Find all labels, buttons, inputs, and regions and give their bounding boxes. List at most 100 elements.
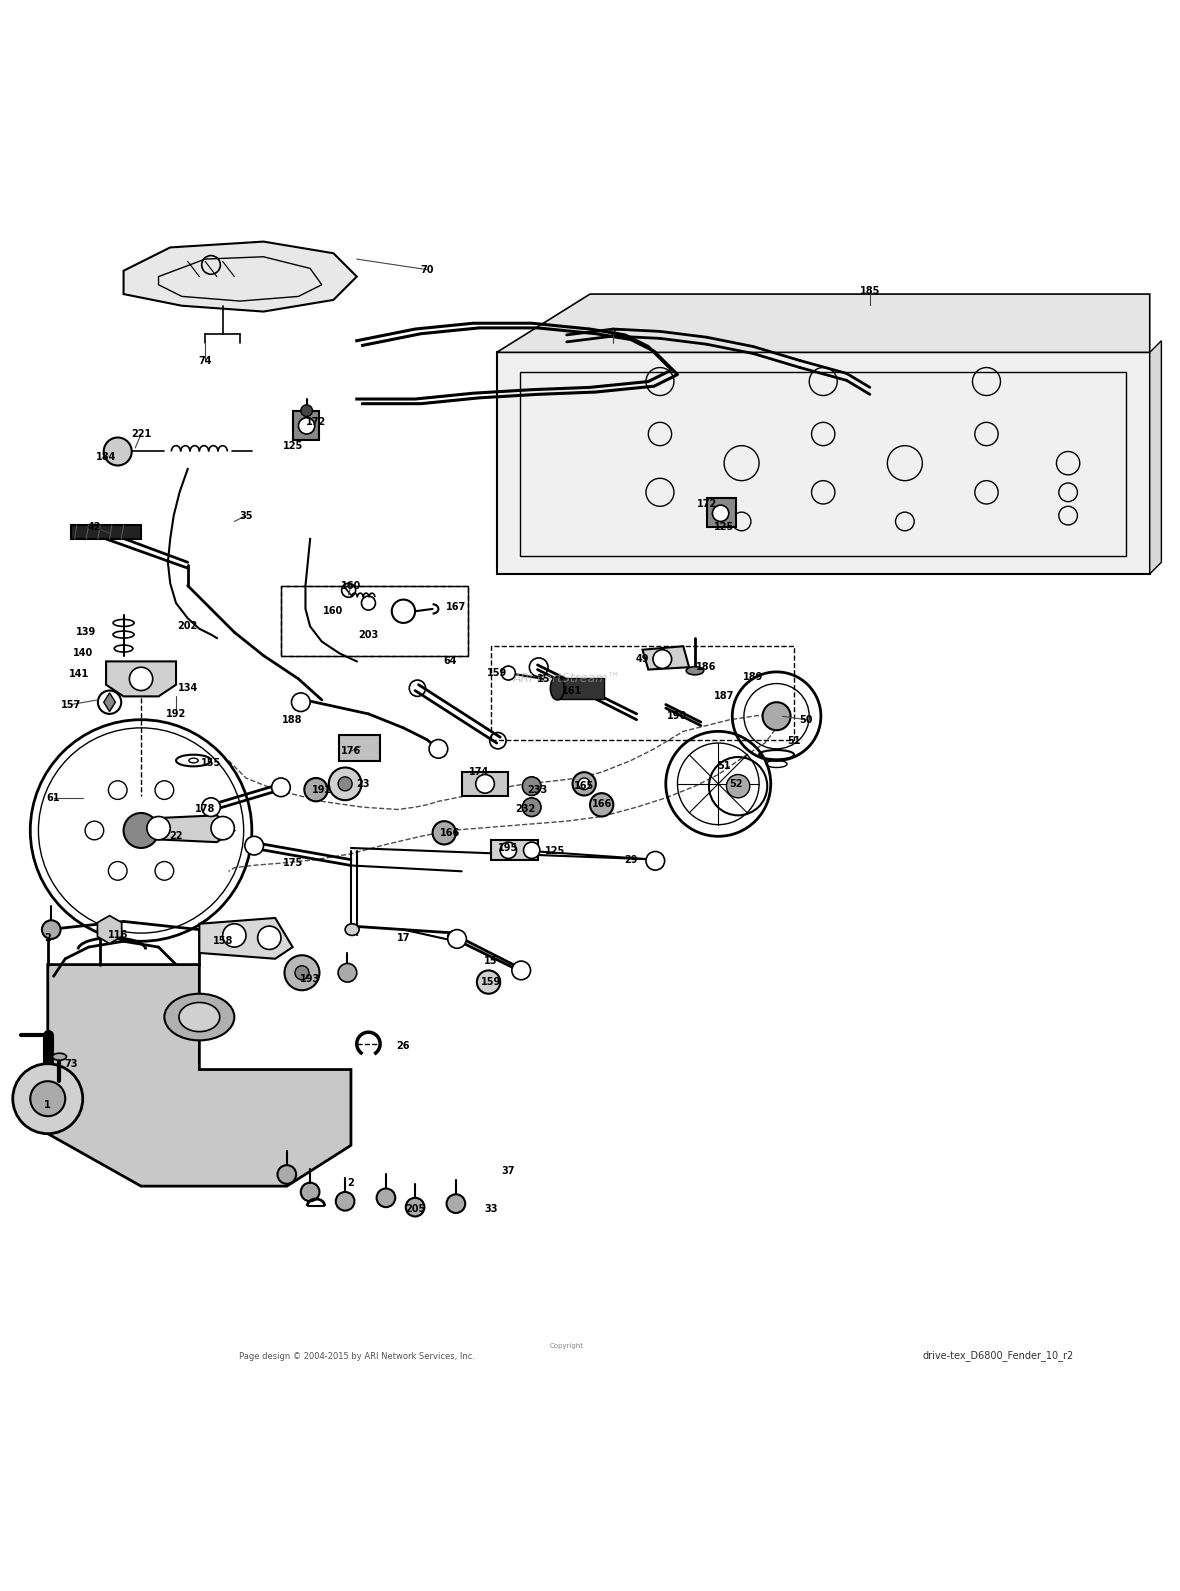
Text: 172: 172 xyxy=(306,417,326,428)
Text: 125: 125 xyxy=(545,846,565,856)
Text: 186: 186 xyxy=(696,662,716,673)
Text: 35: 35 xyxy=(240,511,253,520)
Text: 174: 174 xyxy=(470,767,490,776)
Text: 166: 166 xyxy=(440,827,460,838)
Text: 166: 166 xyxy=(591,799,611,808)
Text: drive-tex_D6800_Fender_10_r2: drive-tex_D6800_Fender_10_r2 xyxy=(923,1351,1074,1360)
Text: 159: 159 xyxy=(480,977,502,986)
Text: 159: 159 xyxy=(486,668,507,678)
Circle shape xyxy=(376,1188,395,1208)
Text: 185: 185 xyxy=(860,285,880,296)
Text: 141: 141 xyxy=(70,670,90,679)
Circle shape xyxy=(31,1082,65,1117)
Text: 139: 139 xyxy=(77,627,97,638)
Circle shape xyxy=(523,776,540,796)
Circle shape xyxy=(13,1064,83,1134)
Text: 160: 160 xyxy=(341,581,361,590)
Text: 190: 190 xyxy=(668,711,688,721)
Text: 160: 160 xyxy=(323,606,343,616)
Text: 167: 167 xyxy=(446,601,466,611)
Circle shape xyxy=(301,404,313,417)
Text: 29: 29 xyxy=(624,854,637,864)
Circle shape xyxy=(430,740,447,759)
Text: 192: 192 xyxy=(312,784,332,794)
Ellipse shape xyxy=(52,1053,66,1060)
Text: 15: 15 xyxy=(484,956,498,966)
Ellipse shape xyxy=(345,924,359,936)
Text: 33: 33 xyxy=(484,1204,498,1214)
Text: 51: 51 xyxy=(787,735,801,746)
Text: 176: 176 xyxy=(341,746,361,756)
Text: 203: 203 xyxy=(359,630,379,640)
Text: 192: 192 xyxy=(166,710,186,719)
Text: 205: 205 xyxy=(405,1204,425,1214)
Text: 178: 178 xyxy=(195,805,216,815)
Circle shape xyxy=(304,778,328,802)
Circle shape xyxy=(42,920,60,939)
Polygon shape xyxy=(491,840,538,859)
Polygon shape xyxy=(47,964,350,1187)
Text: 74: 74 xyxy=(198,355,212,366)
Text: 232: 232 xyxy=(516,805,536,815)
Text: 50: 50 xyxy=(799,714,813,725)
Text: 161: 161 xyxy=(563,686,583,695)
Circle shape xyxy=(277,1165,296,1184)
Circle shape xyxy=(446,1195,465,1212)
Circle shape xyxy=(512,961,531,980)
Text: 172: 172 xyxy=(696,500,716,509)
Text: 22: 22 xyxy=(169,832,183,842)
Bar xyxy=(557,678,604,698)
Text: 26: 26 xyxy=(396,1041,411,1052)
Circle shape xyxy=(590,794,614,816)
Text: 23: 23 xyxy=(356,780,369,789)
Circle shape xyxy=(336,1192,354,1211)
Text: 15: 15 xyxy=(537,675,550,684)
Text: 125: 125 xyxy=(714,522,734,533)
Circle shape xyxy=(339,776,352,791)
Polygon shape xyxy=(497,294,1149,352)
Circle shape xyxy=(339,964,356,982)
Ellipse shape xyxy=(164,994,235,1041)
Circle shape xyxy=(104,438,132,466)
Text: 70: 70 xyxy=(420,264,433,275)
Text: 125: 125 xyxy=(282,441,303,450)
Circle shape xyxy=(476,775,494,794)
Polygon shape xyxy=(340,735,380,760)
Polygon shape xyxy=(124,242,356,312)
Circle shape xyxy=(223,924,245,947)
Polygon shape xyxy=(106,662,176,697)
Text: 195: 195 xyxy=(498,843,518,853)
Circle shape xyxy=(477,971,500,994)
Circle shape xyxy=(578,778,590,789)
Polygon shape xyxy=(461,772,509,796)
Text: 64: 64 xyxy=(444,657,457,667)
Text: 187: 187 xyxy=(714,692,734,702)
Text: 189: 189 xyxy=(743,671,763,681)
Circle shape xyxy=(762,702,791,730)
Text: 184: 184 xyxy=(96,452,117,463)
Circle shape xyxy=(433,821,455,845)
Circle shape xyxy=(447,929,466,948)
Circle shape xyxy=(727,775,749,797)
Circle shape xyxy=(645,851,664,870)
Text: 134: 134 xyxy=(177,683,198,694)
Text: 158: 158 xyxy=(212,936,232,947)
Circle shape xyxy=(523,797,540,816)
Text: Page design © 2004-2015 by ARI Network Services, Inc.: Page design © 2004-2015 by ARI Network S… xyxy=(238,1352,474,1360)
Text: 188: 188 xyxy=(282,714,303,725)
Circle shape xyxy=(271,778,290,797)
Text: 42: 42 xyxy=(87,522,101,533)
Text: 61: 61 xyxy=(47,792,60,803)
Circle shape xyxy=(572,772,596,796)
Text: 157: 157 xyxy=(61,700,81,710)
Text: 165: 165 xyxy=(573,781,595,791)
Polygon shape xyxy=(142,815,235,842)
Circle shape xyxy=(329,767,361,800)
Circle shape xyxy=(124,813,158,848)
Bar xyxy=(281,585,467,655)
Text: 1: 1 xyxy=(45,1099,51,1109)
Text: 116: 116 xyxy=(107,931,127,940)
Circle shape xyxy=(713,504,729,522)
Polygon shape xyxy=(71,525,142,539)
Circle shape xyxy=(257,926,281,950)
